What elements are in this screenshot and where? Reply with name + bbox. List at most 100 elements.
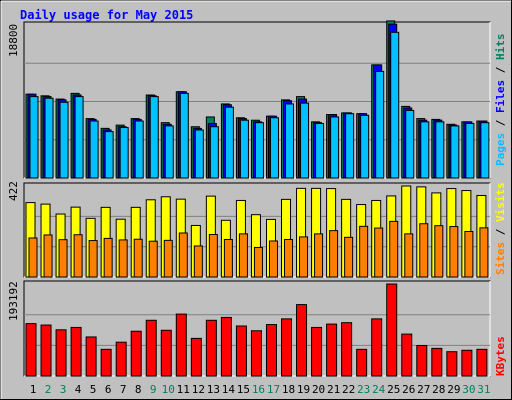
- bar-sites-day: [103, 237, 113, 278]
- x-tick-label: 15: [237, 383, 250, 396]
- x-tick-label: 20: [312, 383, 325, 396]
- bar-kbytes-day: [175, 313, 187, 377]
- bar-pages-18: [285, 103, 295, 179]
- bar-sites-day: [178, 232, 188, 278]
- bar-pages-14: [224, 106, 234, 179]
- bar-pages-7: [119, 127, 129, 179]
- x-tick-label: 25: [387, 383, 400, 396]
- bar-kbytes-day: [446, 351, 458, 377]
- bar-pages-31: [480, 122, 490, 179]
- x-tick-label: 7: [120, 383, 127, 396]
- x-tick-label: 31: [477, 383, 490, 396]
- bar-pages-17: [269, 117, 279, 179]
- bar-pages-8: [134, 120, 144, 179]
- x-tick-label: 26: [402, 383, 415, 396]
- x-tick-label: 9: [150, 383, 157, 396]
- x-tick-label: 5: [90, 383, 97, 396]
- bar-sites-day: [344, 236, 354, 278]
- bar-sites-day: [284, 238, 294, 278]
- x-tick-label: 27: [417, 383, 430, 396]
- bar-kbytes-day: [130, 330, 142, 377]
- bar-sites-day: [314, 233, 324, 278]
- bar-pages-29: [450, 125, 460, 179]
- x-tick-label: 14: [222, 383, 236, 396]
- legend-bot: KBytes: [494, 336, 507, 376]
- bar-pages-4: [74, 96, 84, 179]
- bar-pages-22: [345, 113, 355, 179]
- x-tick-label: 10: [162, 383, 175, 396]
- legend-sites: Sites: [494, 242, 507, 275]
- x-tick-label: 4: [75, 383, 82, 396]
- bar-pages-25: [390, 31, 400, 179]
- bar-kbytes-day: [386, 283, 398, 377]
- bar-sites-day: [268, 240, 278, 278]
- bar-pages-11: [179, 92, 189, 179]
- bar-pages-27: [420, 121, 430, 179]
- bar-sites-day: [223, 238, 233, 278]
- bar-pages-5: [89, 120, 99, 179]
- bar-kbytes-day: [70, 326, 82, 377]
- x-tick-label: 6: [105, 383, 112, 396]
- x-tick-label: 29: [447, 383, 460, 396]
- bar-kbytes-day: [326, 323, 338, 377]
- bar-pages-16: [254, 122, 264, 179]
- bar-pages-6: [104, 131, 114, 179]
- bar-pages-24: [375, 70, 385, 179]
- bar-sites-day: [163, 239, 173, 278]
- bar-pages-13: [209, 126, 219, 179]
- x-tick-label: 28: [432, 383, 445, 396]
- bar-kbytes-day: [190, 337, 202, 377]
- panel-visits-sites: [23, 182, 491, 278]
- legend-sep-1: /: [494, 119, 507, 126]
- legend-pages: Pages: [494, 133, 507, 166]
- x-tick-label: 23: [357, 383, 370, 396]
- panel-hits-files-pages: [23, 20, 491, 179]
- bar-pages-2: [44, 97, 54, 179]
- x-tick-label: 17: [267, 383, 280, 396]
- legend-hits: Hits: [494, 34, 507, 61]
- bar-sites-day: [133, 238, 143, 278]
- bar-sites-day: [464, 231, 474, 278]
- x-tick-label: 1: [30, 383, 37, 396]
- x-tick-label: 8: [135, 383, 142, 396]
- x-tick-label: 12: [192, 383, 205, 396]
- legend-kbytes: KBytes: [494, 336, 507, 376]
- bar-kbytes-day: [25, 323, 37, 377]
- bar-kbytes-day: [205, 319, 217, 377]
- y-tick-bot: 193192: [7, 281, 20, 321]
- bar-sites-day: [434, 225, 444, 278]
- x-tick-label: 22: [342, 383, 355, 396]
- bar-sites-day: [404, 233, 414, 278]
- bar-sites-day: [43, 234, 53, 278]
- bar-pages-1: [29, 96, 39, 179]
- legend-top: Pages / Files / Hits: [494, 34, 507, 167]
- chart-title: Daily usage for May 2015: [20, 8, 193, 22]
- bar-kbytes-day: [476, 348, 488, 377]
- bar-sites-day: [253, 246, 263, 278]
- x-tick-label: 3: [60, 383, 67, 396]
- bar-sites-day: [419, 223, 429, 278]
- bar-sites-day: [479, 227, 489, 278]
- x-tick-label: 18: [282, 383, 295, 396]
- bar-pages-3: [59, 101, 69, 179]
- x-tick-label: 16: [252, 383, 265, 396]
- bar-sites-day: [449, 226, 459, 278]
- bar-kbytes-day: [55, 329, 67, 377]
- x-tick-label: 2: [45, 383, 52, 396]
- bar-sites-day: [88, 240, 98, 278]
- bar-kbytes-day: [461, 349, 473, 377]
- bar-kbytes-day: [235, 325, 247, 377]
- x-tick-label: 13: [207, 383, 220, 396]
- bar-kbytes-day: [250, 330, 262, 377]
- bar-kbytes-day: [296, 304, 308, 377]
- bar-kbytes-day: [341, 322, 353, 377]
- bar-kbytes-day: [416, 345, 428, 377]
- bar-kbytes-day: [431, 347, 443, 377]
- bar-sites-day: [28, 237, 38, 278]
- bar-sites-day: [238, 233, 248, 278]
- bar-sites-day: [389, 220, 399, 278]
- bar-kbytes-day: [311, 326, 323, 377]
- bar-pages-26: [405, 109, 415, 179]
